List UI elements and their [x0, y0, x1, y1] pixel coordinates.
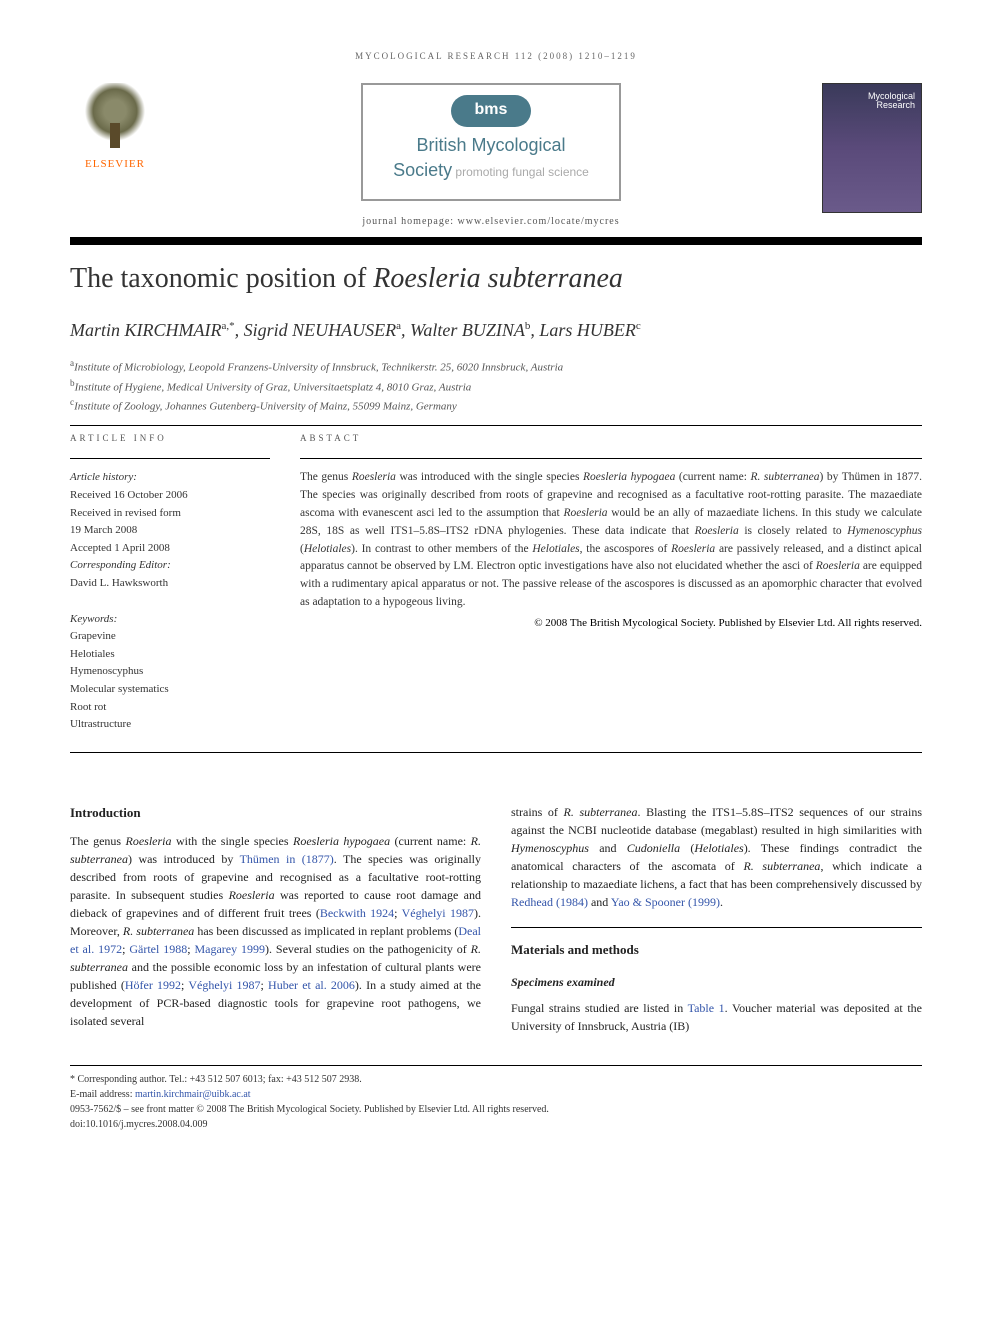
- affiliations: aInstitute of Microbiology, Leopold Fran…: [70, 357, 922, 414]
- keywords-label: Keywords:: [70, 611, 270, 629]
- body-col-right: strains of R. subterranea. Blasting the …: [511, 803, 922, 1036]
- doi: doi:10.1016/j.mycres.2008.04.009: [70, 1117, 922, 1132]
- article-info-col: ARTICLE INFO Article history: Received 1…: [70, 432, 270, 734]
- society-tagline: promoting fungal science: [455, 165, 588, 179]
- keyword-item: Hymenoscyphus: [70, 663, 270, 681]
- footnotes: * Corresponding author. Tel.: +43 512 50…: [70, 1065, 922, 1132]
- abstract-heading: ABSTACT: [300, 432, 922, 445]
- running-header: MYCOLOGICAL RESEARCH 112 (2008) 1210–121…: [70, 50, 922, 63]
- article-title: The taxonomic position of Roesleria subt…: [70, 259, 922, 298]
- keyword-item: Molecular systematics: [70, 681, 270, 699]
- intro-text-col2: strains of R. subterranea. Blasting the …: [511, 803, 922, 911]
- accepted-date: Accepted 1 April 2008: [70, 540, 270, 558]
- journal-homepage-label: journal homepage:: [362, 216, 457, 227]
- mm-subheading: Specimens examined: [511, 973, 922, 991]
- history-label: Article history:: [70, 469, 270, 487]
- affiliation: aInstitute of Microbiology, Leopold Fran…: [70, 357, 922, 376]
- keyword-item: Ultrastructure: [70, 716, 270, 734]
- title-rule: [70, 237, 922, 245]
- info-rule-top: [70, 425, 922, 426]
- keyword-item: Grapevine: [70, 628, 270, 646]
- cover-title-1: Mycological: [868, 91, 915, 101]
- abstract-copyright: © 2008 The British Mycological Society. …: [300, 616, 922, 631]
- body-columns: Introduction The genus Roesleria with th…: [70, 803, 922, 1036]
- bms-box: bms British Mycological Society promotin…: [361, 83, 621, 201]
- keyword-item: Root rot: [70, 699, 270, 717]
- journal-homepage: journal homepage: www.elsevier.com/locat…: [362, 215, 619, 229]
- journal-homepage-url[interactable]: www.elsevier.com/locate/mycres: [458, 216, 620, 227]
- article-info-heading: ARTICLE INFO: [70, 432, 270, 445]
- cover-title-2: Research: [876, 100, 915, 110]
- section-rule: [511, 927, 922, 928]
- elsevier-tree-icon: [80, 83, 150, 153]
- mm-heading: Materials and methods: [511, 940, 922, 960]
- body-col-left: Introduction The genus Roesleria with th…: [70, 803, 481, 1036]
- article-title-pre: The taxonomic position of: [70, 263, 373, 294]
- article-title-species: Roesleria subterranea: [373, 263, 623, 294]
- elsevier-logo: ELSEVIER: [70, 83, 160, 183]
- bms-oval-logo: bms: [451, 95, 531, 127]
- intro-heading: Introduction: [70, 803, 481, 823]
- email-label: E-mail address:: [70, 1089, 135, 1100]
- abstract-rule: [300, 458, 922, 459]
- society-block: bms British Mycological Society promotin…: [160, 83, 822, 229]
- front-matter: 0953-7562/$ – see front matter © 2008 Th…: [70, 1102, 922, 1117]
- editor-name: David L. Hawksworth: [70, 575, 270, 593]
- received-date: Received 16 October 2006: [70, 487, 270, 505]
- intro-text-col1: The genus Roesleria with the single spec…: [70, 832, 481, 1030]
- masthead-row: ELSEVIER bms British Mycological Society…: [70, 83, 922, 229]
- affiliation: cInstitute of Zoology, Johannes Gutenber…: [70, 396, 922, 415]
- elsevier-wordmark: ELSEVIER: [85, 157, 145, 172]
- info-rule: [70, 458, 270, 459]
- revised-line-1: Received in revised form: [70, 505, 270, 523]
- society-name-1: British Mycological: [416, 135, 565, 155]
- editor-label: Corresponding Editor:: [70, 559, 171, 571]
- revised-line-2: 19 March 2008: [70, 522, 270, 540]
- affiliation: bInstitute of Hygiene, Medical Universit…: [70, 377, 922, 396]
- abstract-text: The genus Roesleria was introduced with …: [300, 469, 922, 612]
- info-rule-bottom: [70, 752, 922, 753]
- society-name-2: Society: [393, 160, 452, 180]
- email-link[interactable]: martin.kirchmair@uibk.ac.at: [135, 1089, 251, 1100]
- mm-text: Fungal strains studied are listed in Tab…: [511, 999, 922, 1035]
- keyword-item: Helotiales: [70, 646, 270, 664]
- abstract-col: ABSTACT The genus Roesleria was introduc…: [300, 432, 922, 734]
- author-list: Martin KIRCHMAIRa,*, Sigrid NEUHAUSERa, …: [70, 318, 922, 343]
- corresponding-author: * Corresponding author. Tel.: +43 512 50…: [70, 1072, 922, 1087]
- journal-cover-thumb: Mycological Research: [822, 83, 922, 213]
- keywords-list: GrapevineHelotialesHymenoscyphusMolecula…: [70, 628, 270, 734]
